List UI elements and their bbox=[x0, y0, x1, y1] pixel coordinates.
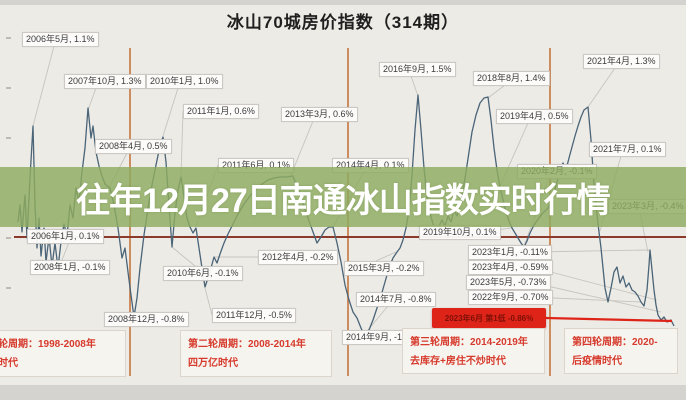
y-axis-tick bbox=[6, 87, 11, 89]
y-axis-tick bbox=[6, 287, 11, 289]
data-point-label: 2019年10月, 0.1% bbox=[419, 225, 501, 240]
data-point-label: 2023年4月, -0.59% bbox=[468, 260, 553, 275]
data-point-label: 2012年4月, -0.2% bbox=[258, 250, 338, 265]
data-point-label: 2010年1月, 1.0% bbox=[146, 74, 223, 89]
cycle-period-title: 第三轮周期：2014-2019年 bbox=[410, 337, 528, 348]
data-point-label: 2019年4月, 0.5% bbox=[496, 109, 573, 124]
data-point-label: 2014年9月, -1.0% bbox=[342, 330, 422, 345]
data-point-label: 2007年10月, 1.3% bbox=[64, 74, 146, 89]
cycle-period-title: 第一轮周期：1998-2008年 bbox=[0, 339, 96, 350]
data-point-label: 2023年5月, -0.73% bbox=[466, 275, 551, 290]
data-point-label: 2013年3月, 0.6% bbox=[281, 107, 358, 122]
data-point-label: 2008年4月, 0.5% bbox=[95, 139, 172, 154]
cycle-period-subtitle: 黄金时代 bbox=[0, 357, 18, 369]
cycle-period-box: 第一轮周期：1998-2008年黄金时代 bbox=[0, 330, 126, 377]
data-point-label: 2021年4月, 1.3% bbox=[583, 54, 660, 69]
data-point-label: 2008年12月, -0.8% bbox=[104, 312, 189, 327]
data-point-label: 2011年12月, -0.5% bbox=[212, 308, 296, 323]
data-point-label: 2021年7月, 0.1% bbox=[589, 142, 666, 157]
data-point-label: 2010年6月, -0.1% bbox=[163, 266, 243, 281]
cycle-period-subtitle: 后疫情时代 bbox=[572, 355, 622, 367]
data-point-label: 2023年1月, -0.11% bbox=[468, 245, 552, 260]
data-point-label: 2018年8月, 1.4% bbox=[473, 71, 550, 86]
data-point-label: 2011年1月, 0.6% bbox=[183, 104, 259, 119]
cycle-period-box: 第三轮周期：2014-2019年 去库存+房住不炒时代 bbox=[402, 328, 545, 374]
overlay-banner: 往年12月27日南通冰山指数实时行情 bbox=[0, 167, 686, 227]
data-point-label: 2016年9月, 1.5% bbox=[379, 62, 456, 77]
overlay-banner-text: 往年12月27日南通冰山指数实时行情 bbox=[76, 181, 611, 220]
chart-title: 冰山70城房价指数（314期） bbox=[226, 13, 460, 32]
latest-point-highlight-badge: 2023年6月 第1低 -0.86% bbox=[432, 308, 546, 328]
cycle-period-subtitle: 四万亿时代 bbox=[188, 357, 238, 369]
cycle-period-box: 第四轮周期：2020- 后疫情时代 bbox=[564, 328, 678, 374]
cycle-period-subtitle: 去库存+房住不炒时代 bbox=[410, 355, 506, 367]
y-axis-tick bbox=[6, 237, 11, 239]
data-point-label: 2006年1月, 0.1% bbox=[27, 229, 104, 244]
data-point-label: 2014年7月, -0.8% bbox=[356, 292, 436, 307]
data-point-label: 2022年9月, -0.70% bbox=[468, 290, 553, 305]
y-axis-tick bbox=[6, 37, 11, 39]
cycle-period-box: 第二轮周期：2008-2014年 四万亿时代 bbox=[180, 330, 332, 377]
data-point-label: 2006年5月, 1.1% bbox=[22, 32, 99, 47]
data-point-label: 2015年3月, -0.2% bbox=[344, 261, 424, 276]
cycle-period-title: 第四轮周期：2020- bbox=[572, 337, 658, 348]
data-point-label: 2008年1月, -0.1% bbox=[30, 260, 110, 275]
cycle-period-title: 第二轮周期：2008-2014年 bbox=[188, 339, 306, 350]
y-axis-tick bbox=[6, 137, 11, 139]
